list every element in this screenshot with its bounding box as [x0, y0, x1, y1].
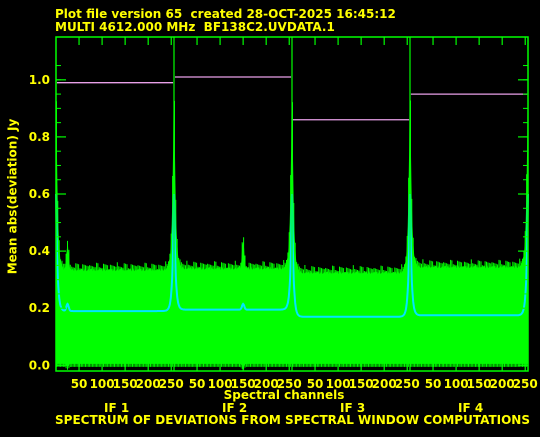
plot-frame — [55, 36, 529, 372]
mean-curve-3 — [291, 193, 411, 318]
x-tick-label: 250 — [513, 377, 538, 391]
mean-curve-2 — [173, 193, 293, 311]
y-tick-label: 0.0 — [29, 358, 50, 372]
x-tick-label: 200 — [372, 377, 397, 391]
x-axis-label: Spectral channels — [223, 388, 345, 402]
x-tick-label: 200 — [254, 377, 279, 391]
y-tick-label: 0.2 — [29, 301, 50, 315]
x-tick-label: 100 — [444, 377, 469, 391]
plot-caption: SPECTRUM OF DEVIATIONS FROM SPECTRAL WIN… — [55, 413, 530, 427]
y-tick-label: 0.4 — [29, 244, 50, 258]
plot-header-line1: Plot file version 65 created 28-OCT-2025… — [55, 7, 396, 21]
y-tick-label: 1.0 — [29, 73, 50, 87]
x-tick-label: 250 — [277, 377, 302, 391]
x-tick-label: 50 — [307, 377, 324, 391]
x-tick-label: 100 — [326, 377, 351, 391]
x-tick-label: 100 — [208, 377, 233, 391]
x-tick-label: 150 — [113, 377, 138, 391]
x-tick-label: 100 — [90, 377, 115, 391]
x-tick-label: 50 — [425, 377, 442, 391]
x-tick-label: 250 — [395, 377, 420, 391]
panel-label-if3: IF 3 — [340, 401, 366, 415]
x-tick-label: 200 — [490, 377, 515, 391]
panel-label-if1: IF 1 — [104, 401, 130, 415]
x-tick-label: 250 — [159, 377, 184, 391]
x-tick-label: 150 — [349, 377, 374, 391]
x-tick-label: 50 — [71, 377, 88, 391]
plot-header-line2: MULTI 4612.000 MHz BF138C2.UVDATA.1 — [55, 20, 335, 34]
panel-label-if2: IF 2 — [222, 401, 248, 415]
x-tick-label: 50 — [189, 377, 206, 391]
y-tick-label: 0.6 — [29, 187, 50, 201]
x-tick-label: 150 — [231, 377, 256, 391]
mean-curve-4 — [409, 193, 529, 317]
x-tick-label: 150 — [467, 377, 492, 391]
y-tick-label: 0.8 — [29, 130, 50, 144]
x-tick-label: 200 — [136, 377, 161, 391]
panel-label-if4: IF 4 — [458, 401, 484, 415]
mean-curve-1 — [55, 193, 175, 313]
y-axis-label: Mean abs(deviation) Jy — [5, 118, 20, 275]
